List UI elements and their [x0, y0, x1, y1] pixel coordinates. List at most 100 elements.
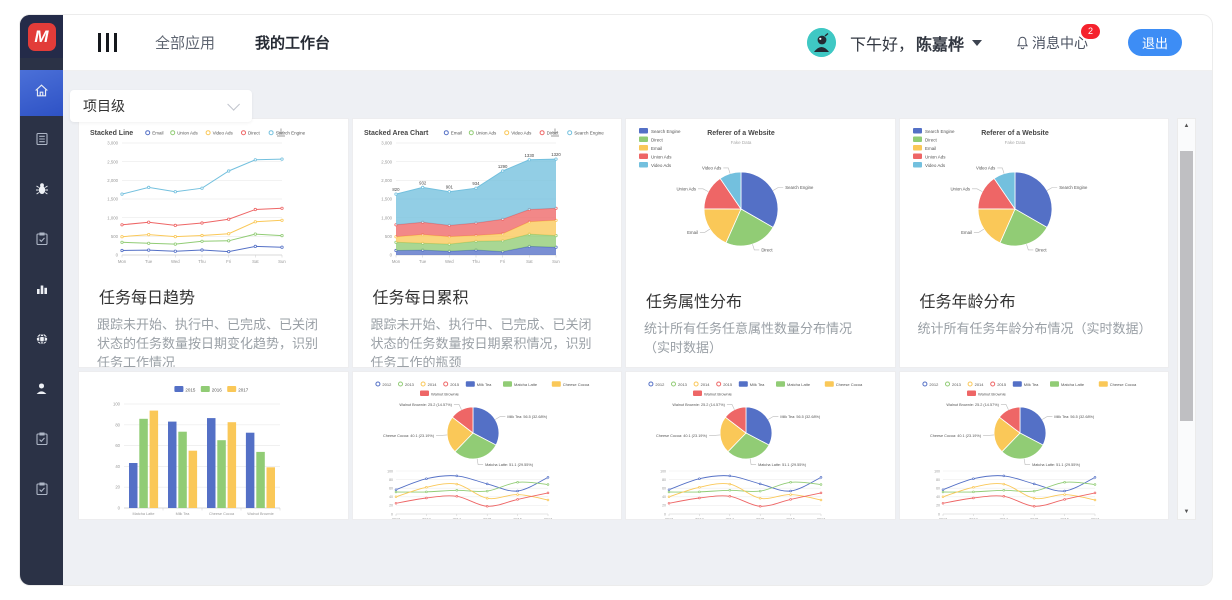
svg-text:80: 80 — [936, 478, 940, 482]
logout-button[interactable]: 退出 — [1128, 29, 1182, 56]
svg-text:Sat: Sat — [252, 259, 259, 264]
svg-text:Milk Tea: Milk Tea — [476, 382, 491, 387]
scope-select[interactable]: 项目级 — [70, 90, 252, 122]
dashboard-card[interactable]: 2015 2016 2017 0 20 40 60 80 100 Matcha Latte Milk… — [78, 371, 349, 520]
svg-text:2014: 2014 — [701, 382, 711, 387]
user-icon — [34, 381, 49, 401]
svg-text:0: 0 — [664, 512, 666, 516]
card-description: 跟踪未开始、执行中、已完成、已关闭状态的任务数量按日期累积情况，识别任务工作的瓶… — [370, 317, 592, 368]
dashboard-card[interactable]: Referer of a Website Fake Data Search Engi… — [625, 118, 896, 368]
message-center[interactable]: 消息中心 2 — [1016, 23, 1100, 53]
card-title: 任务每日累积 — [372, 290, 469, 307]
svg-text:Video Ads: Video Ads — [651, 163, 672, 168]
svg-text:2012: 2012 — [382, 382, 392, 387]
sidebar-item-document[interactable] — [20, 116, 63, 166]
svg-text:2015: 2015 — [450, 382, 460, 387]
svg-text:2,000: 2,000 — [381, 178, 392, 183]
svg-text:Walnut Brownie: Walnut Brownie — [704, 391, 733, 396]
svg-text:Wed: Wed — [171, 259, 180, 264]
svg-text:Cheese Cocoa: 40.1 (23.19%): Cheese Cocoa: 40.1 (23.19%) — [382, 434, 434, 438]
svg-text:2014: 2014 — [974, 382, 984, 387]
svg-text:901: 901 — [445, 185, 453, 190]
svg-text:2013: 2013 — [678, 382, 688, 387]
svg-text:Search Engine: Search Engine — [651, 129, 681, 134]
svg-text:Direct: Direct — [761, 247, 773, 252]
svg-text:2016: 2016 — [513, 518, 521, 521]
svg-text:Direct: Direct — [248, 131, 261, 136]
dashboard-card[interactable]: Referer of a Website Fake Data Search Engi… — [898, 118, 1169, 368]
user-menu[interactable]: 下午好， 陈嘉桦 — [850, 31, 982, 55]
card-description: 跟踪未开始、执行中、已完成、已关闭状态的任务数量按日期变化趋势，识别任务工作情况 — [97, 317, 319, 368]
dashboard-card[interactable]: Stacked Area Chart Email Union Ads Video Ad… — [351, 118, 622, 368]
dashboard-card[interactable]: Stacked Line Email Union Ads Video Ads Direc… — [78, 118, 349, 368]
svg-text:2012: 2012 — [665, 518, 673, 521]
svg-text:932: 932 — [419, 180, 427, 185]
svg-text:40: 40 — [389, 495, 393, 499]
svg-text:1,500: 1,500 — [381, 197, 392, 202]
svg-text:Email: Email — [925, 146, 936, 151]
svg-text:2,000: 2,000 — [107, 178, 118, 183]
svg-text:2017: 2017 — [817, 518, 825, 521]
globe-icon — [34, 331, 50, 352]
scrollbar-thumb[interactable] — [1180, 151, 1193, 421]
svg-text:Video Ads: Video Ads — [702, 165, 721, 170]
svg-text:40: 40 — [115, 464, 120, 469]
dashboard-card[interactable]: 2012 2013 2014 2015 Milk Tea Matcha Latte Chee… — [351, 371, 622, 521]
svg-text:500: 500 — [384, 234, 392, 239]
svg-text:Fake Data: Fake Data — [1004, 140, 1025, 145]
sidebar-item-globe[interactable] — [20, 316, 63, 366]
chart-svg: Referer of a Website Fake Data Search Engi… — [639, 128, 814, 252]
sidebar-item-task-check[interactable] — [20, 216, 63, 266]
home-icon — [33, 82, 50, 104]
svg-text:500: 500 — [111, 234, 119, 239]
svg-text:Direct: Direct — [925, 138, 938, 143]
svg-text:2013: 2013 — [405, 382, 415, 387]
svg-text:Email: Email — [961, 230, 972, 235]
chart-svg: 2012 2013 2014 2015 Milk Tea Matcha Latte Chee… — [374, 381, 590, 521]
sidebar-item-user[interactable] — [20, 366, 63, 416]
download-icon[interactable] — [277, 128, 285, 137]
svg-text:20: 20 — [936, 504, 940, 508]
logo-m-icon: M — [27, 22, 56, 51]
svg-text:820: 820 — [392, 187, 400, 192]
svg-text:1290: 1290 — [497, 164, 507, 169]
svg-text:Matcha Latte: Matcha Latte — [787, 382, 811, 387]
app-window: M 全部应用 我的工 — [20, 15, 1212, 585]
dashboard-card[interactable]: 2012 2013 2014 2015 Milk Tea Matcha Latte Chee… — [625, 371, 896, 520]
chart-svg: 2012 2013 2014 2015 Milk Tea Matcha Latte Chee… — [921, 381, 1137, 521]
sidebar-item-home[interactable] — [20, 70, 63, 116]
top-header: 全部应用 我的工作台 下午好， 陈嘉桦 消息中心 2 退出 — [63, 15, 1212, 71]
message-center-label: 消息中心 — [1032, 34, 1088, 51]
svg-text:Walnut Brownie: Walnut Brownie — [431, 391, 460, 396]
svg-text:1,500: 1,500 — [107, 197, 118, 202]
sidebar-item-clipboard-check-1[interactable] — [20, 416, 63, 466]
sidebar-item-bar-chart[interactable] — [20, 266, 63, 316]
app-logo[interactable]: M — [20, 15, 63, 58]
avatar[interactable] — [806, 28, 836, 57]
svg-text:80: 80 — [115, 422, 120, 427]
card-title: 任务每日趋势 — [99, 290, 196, 307]
dashboard-card[interactable]: 2012 2013 2014 2015 Milk Tea Matcha Latte Chee… — [898, 371, 1169, 521]
notification-badge: 2 — [1081, 23, 1100, 39]
svg-text:Union Ads: Union Ads — [475, 131, 496, 136]
svg-text:2016: 2016 — [1060, 518, 1068, 521]
download-icon[interactable] — [550, 128, 559, 137]
svg-text:2017: 2017 — [1090, 518, 1098, 521]
sidebar-item-clipboard-check-2[interactable] — [20, 466, 63, 516]
scroll-up-arrow[interactable]: ▲ — [1183, 123, 1190, 129]
svg-text:Sun: Sun — [552, 259, 560, 264]
nav-my-workspace[interactable]: 我的工作台 — [255, 35, 331, 52]
svg-text:Search Engine: Search Engine — [925, 129, 955, 134]
sidebar-item-bug[interactable] — [20, 166, 63, 216]
chart-svg: 2015 2016 2017 0 20 40 60 80 100 Matcha Latte Milk… — [113, 386, 281, 516]
main-nav: 全部应用 我的工作台 — [155, 32, 370, 53]
bug-icon — [34, 181, 50, 202]
menu-toggle-icon[interactable] — [95, 33, 119, 52]
svg-text:60: 60 — [662, 487, 666, 491]
svg-text:2014: 2014 — [452, 518, 460, 521]
svg-text:60: 60 — [936, 487, 940, 491]
scroll-down-arrow[interactable]: ▼ — [1183, 509, 1190, 515]
svg-text:Cheese Cocoa: Cheese Cocoa — [562, 382, 589, 387]
svg-text:Walnut Brownie: 25.2 (14.57%): Walnut Brownie: 25.2 (14.57%) — [946, 403, 999, 407]
nav-all-apps[interactable]: 全部应用 — [155, 35, 216, 52]
